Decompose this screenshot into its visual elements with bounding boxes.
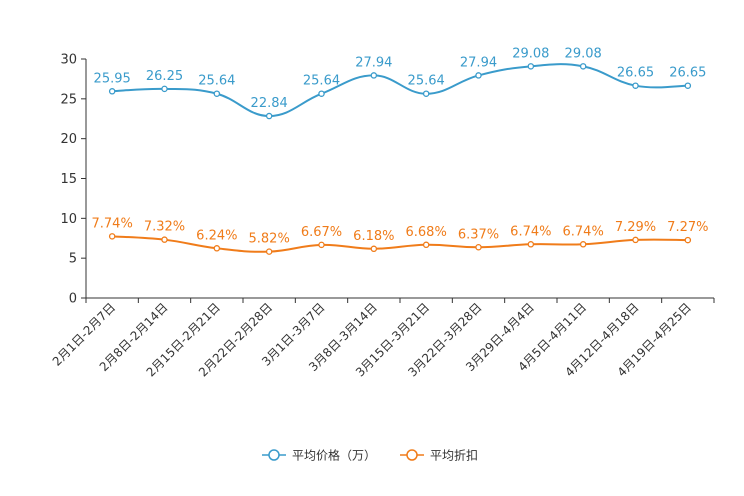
data-point xyxy=(527,63,535,70)
data-point xyxy=(632,236,639,244)
data-point xyxy=(475,244,482,251)
data-label: 5.82% xyxy=(249,232,290,247)
data-point xyxy=(370,72,378,79)
data-point xyxy=(527,241,535,248)
data-point xyxy=(213,90,221,97)
data-label: 26.65 xyxy=(669,66,706,81)
y-tick-label: 20 xyxy=(60,132,77,147)
data-label: 6.74% xyxy=(563,224,604,239)
data-label: 7.27% xyxy=(667,220,708,235)
data-point xyxy=(370,245,378,253)
y-tick-label: 25 xyxy=(60,92,77,107)
data-point xyxy=(475,72,482,79)
data-point xyxy=(108,88,116,95)
legend-label-1: 平均价格（万） xyxy=(292,448,376,463)
data-point xyxy=(684,82,692,89)
data-label: 22.84 xyxy=(251,96,288,111)
data-point xyxy=(318,90,325,97)
y-tick-label: 5 xyxy=(69,252,77,267)
data-label: 6.68% xyxy=(406,225,447,240)
data-label: 7.74% xyxy=(92,216,133,231)
data-label: 29.08 xyxy=(512,46,549,61)
data-label: 29.08 xyxy=(565,46,602,61)
data-label: 26.25 xyxy=(146,69,183,84)
legend-marker-2 xyxy=(406,449,418,461)
legend-label-2: 平均折扣 xyxy=(430,448,478,463)
data-point xyxy=(422,241,430,249)
y-tick-label: 0 xyxy=(69,292,77,307)
y-tick-label: 30 xyxy=(60,53,77,68)
data-label: 25.64 xyxy=(303,74,340,89)
data-label: 25.64 xyxy=(198,74,235,89)
data-point xyxy=(213,245,221,252)
data-point xyxy=(161,236,168,243)
data-point xyxy=(265,248,273,255)
data-point xyxy=(422,90,430,97)
data-label: 6.24% xyxy=(196,228,237,243)
data-label: 25.64 xyxy=(408,74,445,89)
data-point xyxy=(684,236,692,244)
data-label: 7.32% xyxy=(144,220,185,235)
data-label: 6.18% xyxy=(353,229,394,244)
legend-marker-1 xyxy=(268,449,280,461)
data-point xyxy=(632,82,639,89)
series-line-1 xyxy=(112,63,688,118)
data-label: 26.65 xyxy=(617,66,654,81)
data-label: 27.94 xyxy=(355,55,392,70)
data-label: 7.29% xyxy=(615,220,656,235)
y-tick-label: 15 xyxy=(60,172,77,187)
data-point xyxy=(318,241,325,249)
data-point xyxy=(579,241,587,248)
data-point xyxy=(579,63,587,70)
y-tick-label: 10 xyxy=(60,212,77,227)
data-point xyxy=(265,112,273,120)
data-label: 6.67% xyxy=(301,225,342,240)
data-label: 6.74% xyxy=(510,224,551,239)
data-label: 25.95 xyxy=(94,71,131,86)
data-point xyxy=(161,85,168,93)
data-label: 6.37% xyxy=(458,227,499,242)
data-point xyxy=(108,233,116,240)
series-line-2 xyxy=(112,235,688,253)
data-label: 27.94 xyxy=(460,55,497,70)
